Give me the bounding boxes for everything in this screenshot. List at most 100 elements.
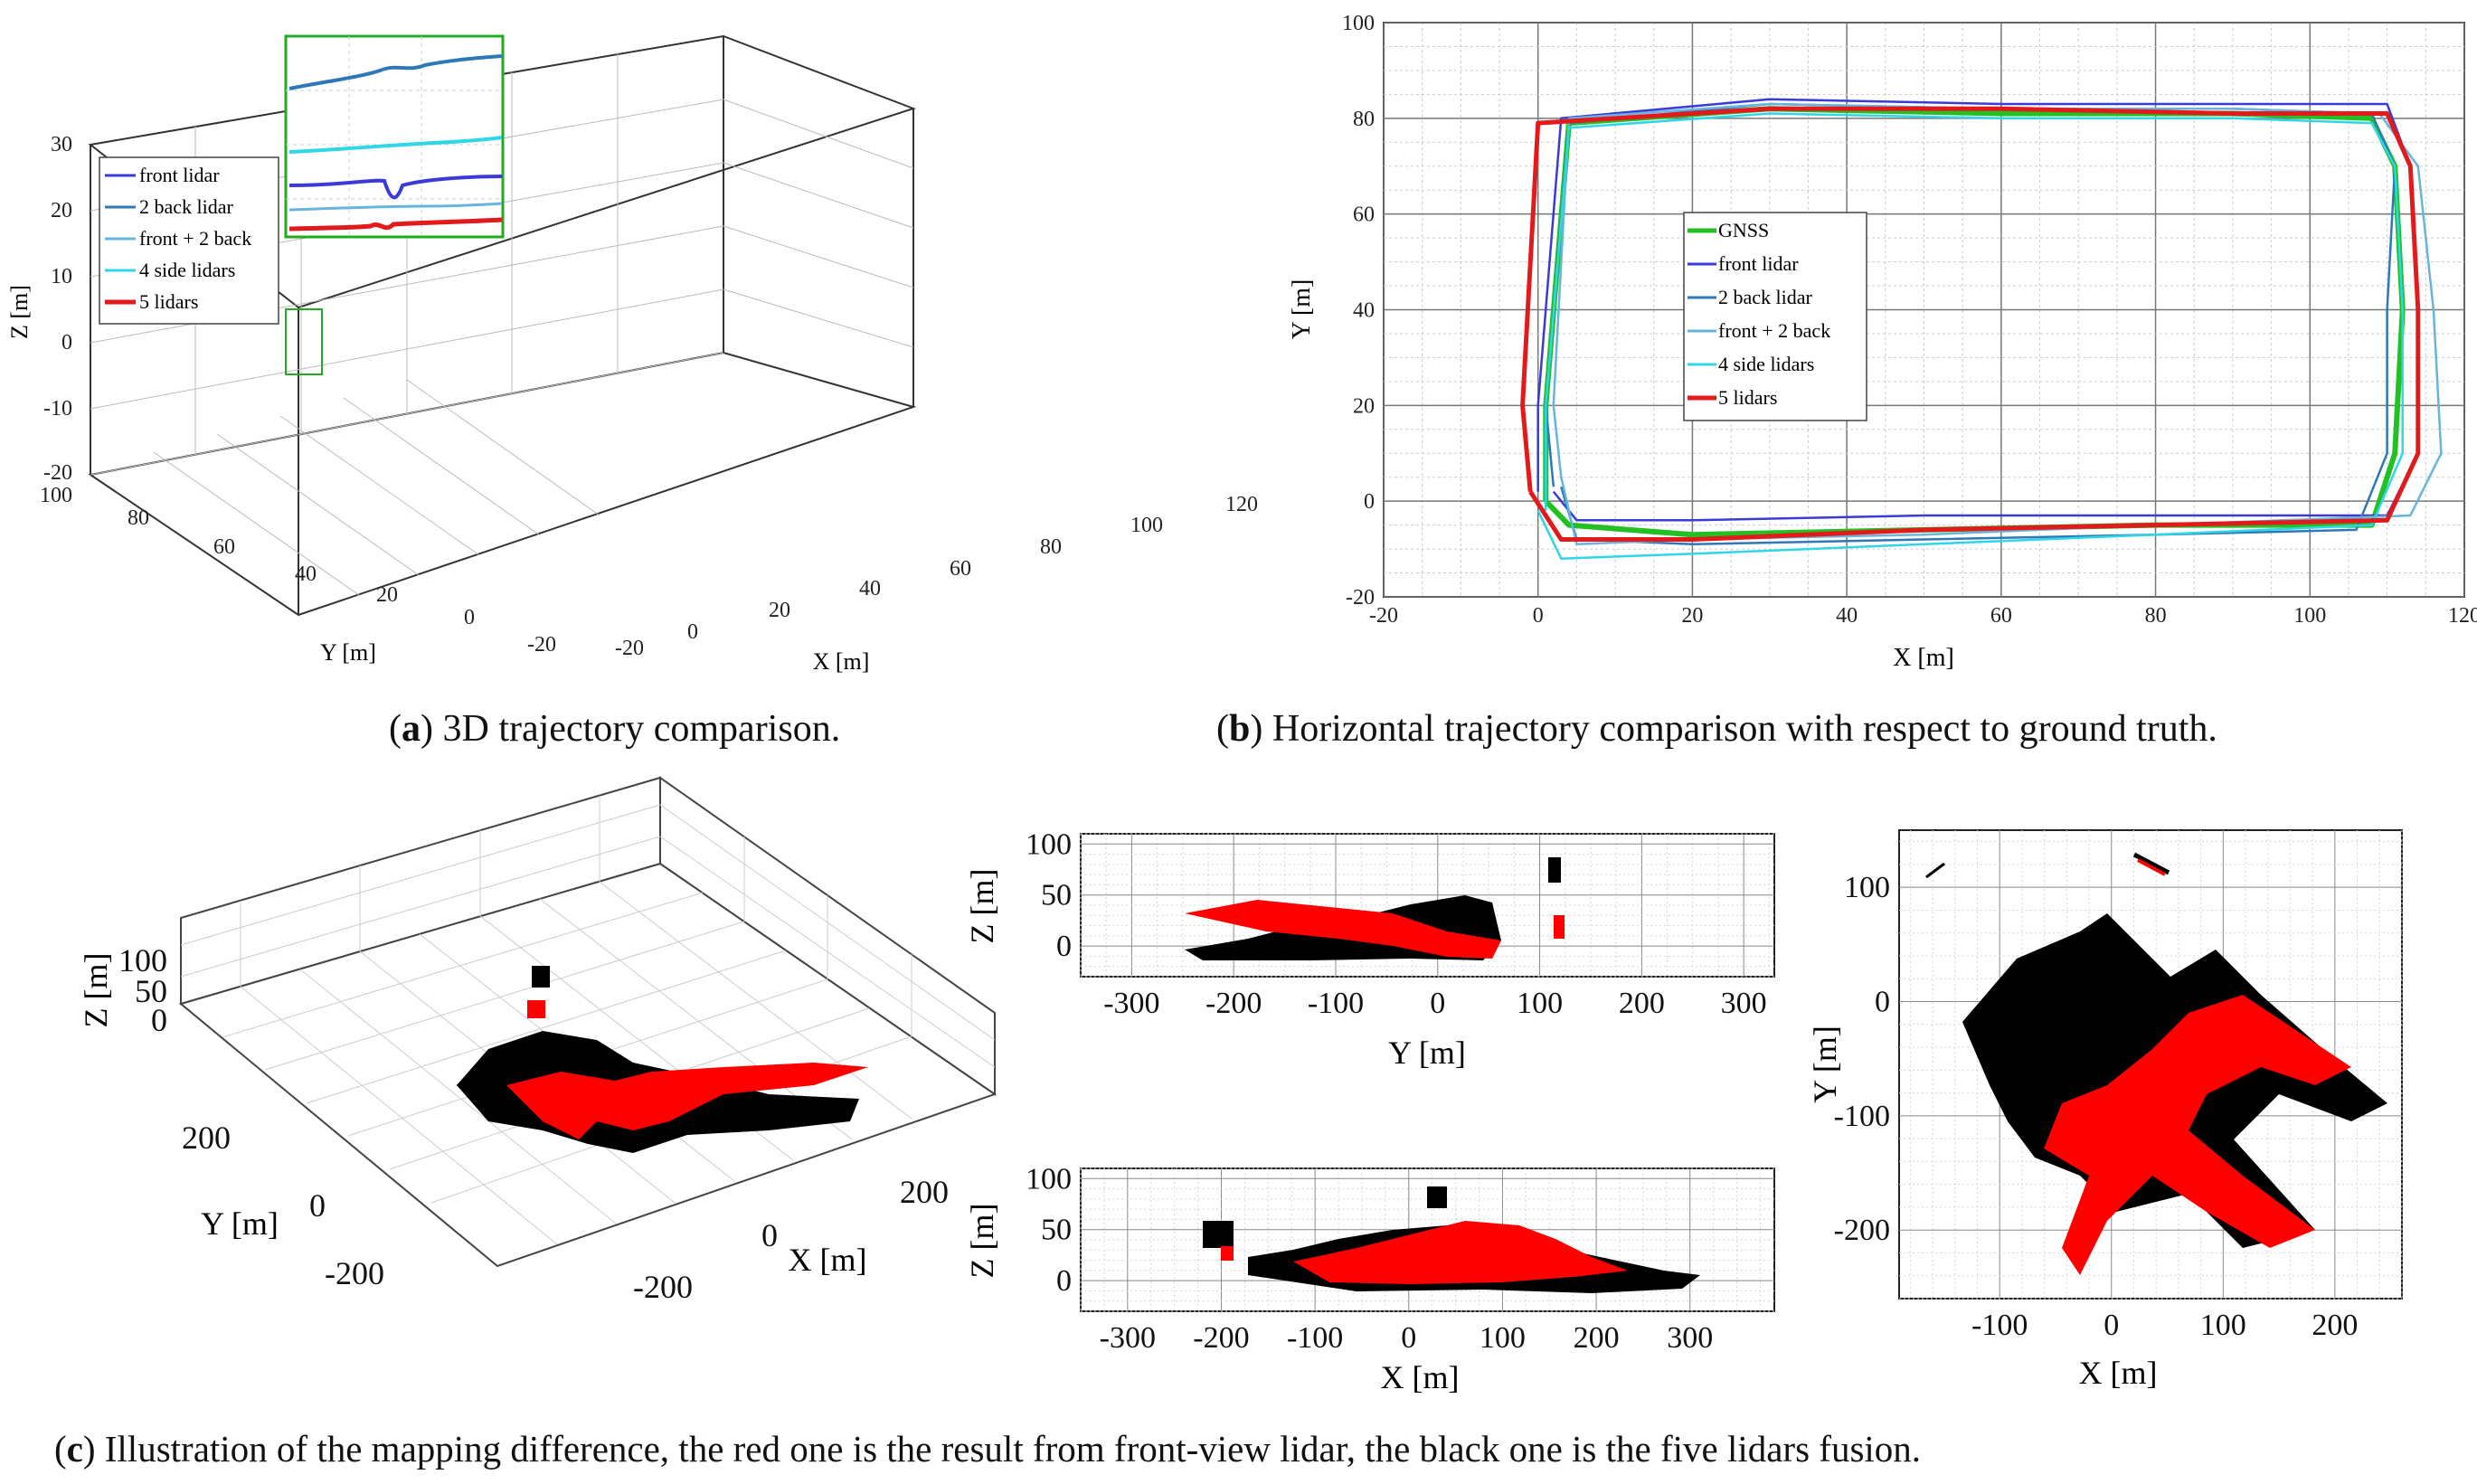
map-xy-grid <box>1899 830 2403 1300</box>
trajectory-5-lidars <box>267 276 1108 457</box>
y-tick: -20 <box>1346 586 1375 610</box>
map3d-front-cluster <box>527 1000 545 1018</box>
x-tick: -300 <box>1103 987 1159 1020</box>
x-tick: 100 <box>1517 987 1563 1020</box>
legend-label: 5 lidars <box>1718 386 1777 409</box>
map-yz-fusion-cluster <box>1548 857 1561 883</box>
inset-4-side-lidars <box>288 136 503 154</box>
caption-a-label: a <box>402 708 421 750</box>
3d-z-ticks: 30 20 10 0 -10 -20 <box>43 133 72 485</box>
x-tick: 40 <box>1836 604 1858 628</box>
3d-y-axis-label: Y [m] <box>320 639 376 666</box>
map-xy-front-cloud <box>2044 995 2351 1275</box>
x-tick: 120 <box>2448 604 2477 628</box>
caption-b: (b) Horizontal trajectory comparison wit… <box>1216 708 2217 750</box>
x-tick: -100 <box>1287 1321 1343 1355</box>
x-tick: 0 <box>761 1217 778 1253</box>
caption-b-label: b <box>1229 708 1251 750</box>
plot-b-grid <box>1383 22 2465 598</box>
x-tick: 0 <box>1533 604 1544 628</box>
map-yz-ticks: -300 -200 -100 0 100 200 300 0 50 100 <box>1026 827 1767 1020</box>
x-tick: 100 <box>1130 514 1163 537</box>
x-tick: 20 <box>1681 604 1703 628</box>
map3d-point-clouds <box>457 966 868 1153</box>
inset-frame <box>284 34 505 239</box>
map-yz-clouds <box>1185 857 1565 960</box>
series-4-side-lidars <box>1536 112 2404 560</box>
x-tick: 200 <box>1574 1321 1620 1355</box>
legend-label: front + 2 back <box>1718 319 1830 342</box>
x-tick: -200 <box>1205 987 1262 1020</box>
y-tick: 20 <box>376 583 398 607</box>
x-tick: 80 <box>2145 604 2167 628</box>
map-yz-front-cloud <box>1185 900 1501 959</box>
legend-label: GNSS <box>1718 219 1769 241</box>
z-tick: 0 <box>61 331 72 354</box>
x-tick: 120 <box>1225 493 1258 516</box>
map3d-z-axis-label: Z [m] <box>78 953 114 1028</box>
y-tick: 100 <box>1026 1162 1072 1196</box>
x-tick: 200 <box>900 1174 949 1210</box>
x-tick: -20 <box>615 637 644 660</box>
y-tick: 100 <box>1844 871 1890 904</box>
y-tick: 0 <box>464 606 475 629</box>
x-tick: -20 <box>1369 604 1398 628</box>
plot-b-legend: GNSS front lidar 2 back lidar front + 2 … <box>1683 212 1867 421</box>
x-tick: -100 <box>1971 1309 2028 1342</box>
x-tick: -300 <box>1100 1321 1156 1355</box>
z-tick: 50 <box>135 973 167 1009</box>
x-tick: 0 <box>1430 987 1445 1020</box>
y-tick: 100 <box>40 484 72 507</box>
legend-label: 4 side lidars <box>139 259 235 281</box>
series-5-lidars <box>1520 106 2421 542</box>
x-tick: 100 <box>2200 1309 2246 1342</box>
z-tick: 0 <box>151 1002 167 1038</box>
y-tick: 80 <box>128 506 149 530</box>
caption-c-label: c <box>66 1428 83 1470</box>
3d-y-ticks: 100 80 60 40 20 0 -20 <box>40 484 556 657</box>
y-tick: 40 <box>295 562 317 586</box>
caption-c: (c) Illustration of the mapping differen… <box>54 1428 1922 1470</box>
legend-label: 4 side lidars <box>1718 353 1814 375</box>
panel-map-xz: -300 -200 -100 0 100 200 300 0 50 100 Z [m] X [m] <box>964 1162 1775 1395</box>
map3d-ticks: 100 50 0 200 0 -200 -200 0 200 <box>118 942 949 1305</box>
z-tick: 30 <box>51 133 72 156</box>
x-tick: 0 <box>687 620 698 644</box>
y-tick: 0 <box>1364 490 1375 514</box>
x-tick: 60 <box>950 557 971 581</box>
y-tick: 0 <box>1875 986 1890 1019</box>
y-tick: 100 <box>1342 12 1375 35</box>
map-xy-x-axis-label: X [m] <box>2079 1355 2158 1391</box>
map-xz-front-cloud <box>1293 1221 1628 1284</box>
series-front-2-back <box>1552 102 2443 546</box>
y-tick: 200 <box>182 1120 231 1156</box>
plot-b-x-axis-label: X [m] <box>1893 644 1954 672</box>
x-tick: -100 <box>1308 987 1364 1020</box>
inset-front-2-back <box>288 202 503 212</box>
map-xy-clouds <box>1925 852 2387 1275</box>
plot-b-y-axis-label: Y [m] <box>1288 279 1316 340</box>
map-xz-clouds <box>1203 1186 1700 1293</box>
trajectory-4-side-lidars <box>267 211 1108 435</box>
3d-legend: front lidar 2 back lidar front + 2 back … <box>99 156 279 325</box>
x-tick: 20 <box>769 599 790 622</box>
inset-5-lidars <box>288 217 503 232</box>
y-tick: 80 <box>1353 108 1375 131</box>
map-xz-x-axis-label: X [m] <box>1381 1359 1460 1395</box>
map-xz-y-axis-label: Z [m] <box>964 1204 1000 1279</box>
x-tick: 80 <box>1040 535 1062 559</box>
x-tick: -200 <box>1193 1321 1249 1355</box>
y-tick: 0 <box>1056 930 1072 963</box>
plot-b-series <box>1520 98 2443 560</box>
x-tick: 100 <box>2293 604 2326 628</box>
plot-b-ticks: -20 0 20 40 60 80 100 120 -20 0 20 40 60 80 100 <box>1342 12 2477 628</box>
z-tick: -20 <box>43 461 72 485</box>
y-tick: 20 <box>1353 394 1375 418</box>
map-xz-front-cluster-left <box>1221 1246 1234 1261</box>
legend-label: front + 2 back <box>139 227 251 250</box>
y-tick: -100 <box>1834 1100 1890 1133</box>
map-yz-y-axis-label: Z [m] <box>964 869 1000 944</box>
panel-3d-trajectory: 30 20 10 0 -10 -20 Z [m] 100 80 60 40 20… <box>6 34 1258 675</box>
